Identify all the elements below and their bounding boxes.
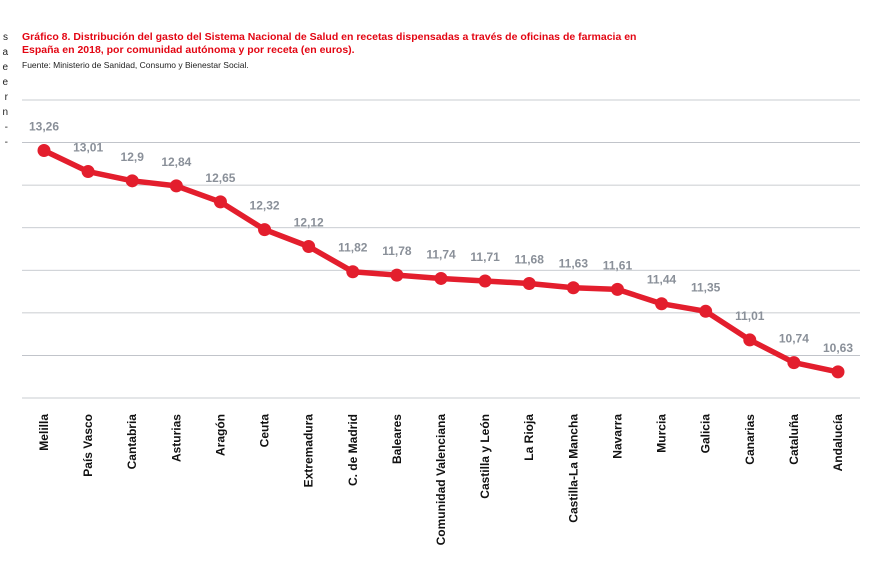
data-label: 10,63: [823, 341, 853, 355]
chart-title: Gráfico 8. Distribución del gasto del Si…: [22, 31, 637, 56]
category-label: Extremadura: [302, 414, 316, 488]
data-label: 11,01: [735, 309, 765, 323]
edge-char: s: [3, 32, 8, 43]
data-label: 11,68: [515, 253, 545, 267]
data-label: 13,01: [73, 141, 103, 155]
data-point: [831, 365, 845, 379]
data-point: [169, 179, 183, 193]
edge-char: e: [2, 77, 8, 88]
category-label: La Rioja: [522, 414, 536, 461]
data-label: 12,9: [121, 150, 145, 164]
data-point: [258, 223, 272, 237]
chart-source: Fuente: Ministerio de Sanidad, Consumo y…: [22, 60, 249, 70]
data-label: 11,44: [647, 273, 677, 287]
data-point: [655, 297, 669, 311]
edge-char: r: [4, 92, 8, 103]
category-label: Comunidad Valenciana: [434, 414, 448, 546]
category-label: Andalucía: [831, 414, 845, 472]
category-label: Murcia: [655, 414, 669, 453]
data-label: 12,84: [161, 155, 191, 169]
data-point: [743, 333, 757, 347]
edge-char: e: [2, 62, 8, 73]
category-label: Cataluña: [787, 414, 801, 465]
data-point: [346, 265, 360, 279]
category-labels-group: Melilla País Vasco Cantabria Asturias Aragón…: [37, 414, 845, 546]
edge-char: a: [2, 47, 8, 58]
data-point: [37, 144, 51, 158]
data-point: [81, 165, 95, 179]
value-labels-group: 13,26 13,01 12,9 12,84 12,65 12,32 12,12 11,82 1…: [29, 120, 853, 355]
data-label: 11,35: [691, 280, 721, 294]
data-label: 11,74: [426, 247, 456, 261]
data-label: 12,32: [250, 199, 280, 213]
category-label: Canarias: [743, 414, 757, 465]
data-label: 12,65: [205, 171, 235, 185]
data-label: 10,74: [779, 332, 809, 346]
data-label: 12,12: [294, 215, 324, 229]
data-label: 11,63: [559, 257, 589, 271]
data-label: 11,61: [603, 258, 633, 272]
category-label: Castilla-La Mancha: [566, 414, 580, 523]
edge-char: n: [2, 107, 8, 118]
data-point: [302, 239, 316, 253]
category-label: Asturias: [169, 414, 183, 462]
category-label: Castilla y León: [478, 414, 492, 499]
category-label: Melilla: [37, 414, 51, 451]
cropped-edge-text: s a e e r n - -: [0, 30, 8, 150]
data-label: 11,71: [470, 250, 500, 264]
data-point: [610, 282, 624, 296]
data-point: [390, 268, 404, 282]
category-label: País Vasco: [81, 414, 95, 477]
category-label: Navarra: [610, 414, 624, 459]
data-points-group: [37, 144, 845, 379]
category-label: C. de Madrid: [346, 414, 360, 486]
data-point: [699, 304, 713, 318]
data-label: 11,78: [382, 244, 412, 258]
category-label: Aragón: [213, 414, 227, 456]
edge-char: -: [4, 137, 8, 148]
category-label: Ceuta: [258, 414, 272, 448]
category-label: Baleares: [390, 414, 404, 464]
category-label: Cantabria: [125, 414, 139, 470]
data-point: [434, 271, 448, 285]
data-label: 13,26: [29, 120, 59, 134]
category-label: Galicia: [699, 414, 713, 454]
data-point: [125, 174, 139, 188]
data-point: [213, 195, 227, 209]
data-point: [522, 277, 536, 291]
data-point: [566, 281, 580, 295]
edge-char: -: [4, 122, 8, 133]
data-label: 11,82: [338, 241, 368, 255]
data-point: [478, 274, 492, 288]
data-point: [787, 356, 801, 370]
